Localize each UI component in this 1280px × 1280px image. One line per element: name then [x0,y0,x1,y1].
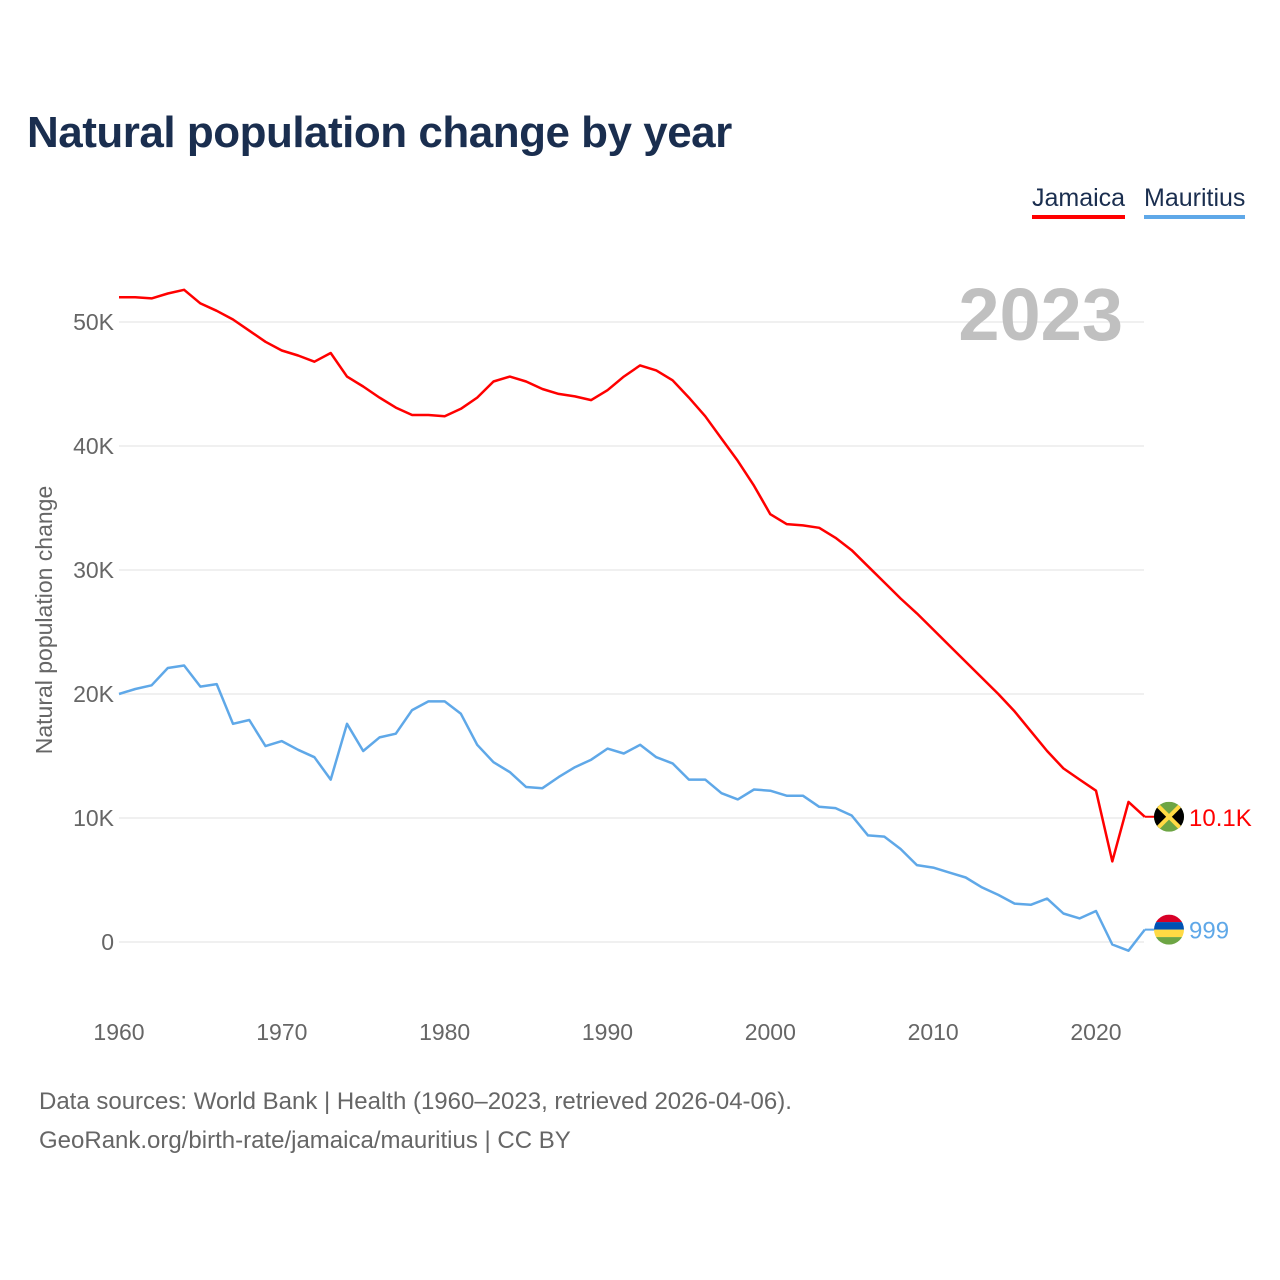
y-tick-label: 0 [101,929,114,955]
footer-source: Data sources: World Bank | Health (1960–… [39,1088,792,1115]
y-axis-label: Natural population change [31,486,57,755]
series-end-labels: 10.1K 999 [1144,801,1252,945]
y-axis-ticks: 0 10K 20K 30K 40K 50K [73,309,115,955]
series-line-mauritius[interactable] [118,664,1146,952]
series-line-jamaica[interactable] [119,288,1146,863]
y-tick-label: 50K [73,309,115,335]
x-tick-label: 1960 [93,1019,144,1045]
y-tick-label: 40K [73,433,115,459]
x-tick-label: 1980 [419,1019,470,1045]
footer-url: GeoRank.org/birth-rate/jamaica/mauritius… [39,1127,571,1154]
y-tick-label: 20K [73,681,115,707]
x-axis-ticks: 1960 1970 1980 1990 2000 2010 2020 [93,1019,1121,1045]
x-tick-label: 1970 [256,1019,307,1045]
x-tick-label: 2020 [1070,1019,1121,1045]
jamaica-flag-icon [1154,801,1184,832]
mauritius-flag-icon [1154,914,1184,945]
x-tick-label: 2000 [745,1019,796,1045]
gridlines [119,321,1144,943]
chart-title: Natural population change by year [27,108,732,157]
y-tick-label: 30K [73,557,115,583]
x-tick-label: 1990 [582,1019,633,1045]
y-tick-label: 10K [73,805,115,831]
year-watermark: 2023 [958,273,1123,356]
legend-item-mauritius[interactable]: Mauritius [1144,184,1246,219]
series-lines [118,288,1146,952]
x-tick-label: 2010 [908,1019,959,1045]
end-value-label-mauritius: 999 [1189,918,1229,945]
legend-item-jamaica[interactable]: Jamaica [1032,184,1126,219]
end-value-label-jamaica: 10.1K [1189,805,1252,832]
